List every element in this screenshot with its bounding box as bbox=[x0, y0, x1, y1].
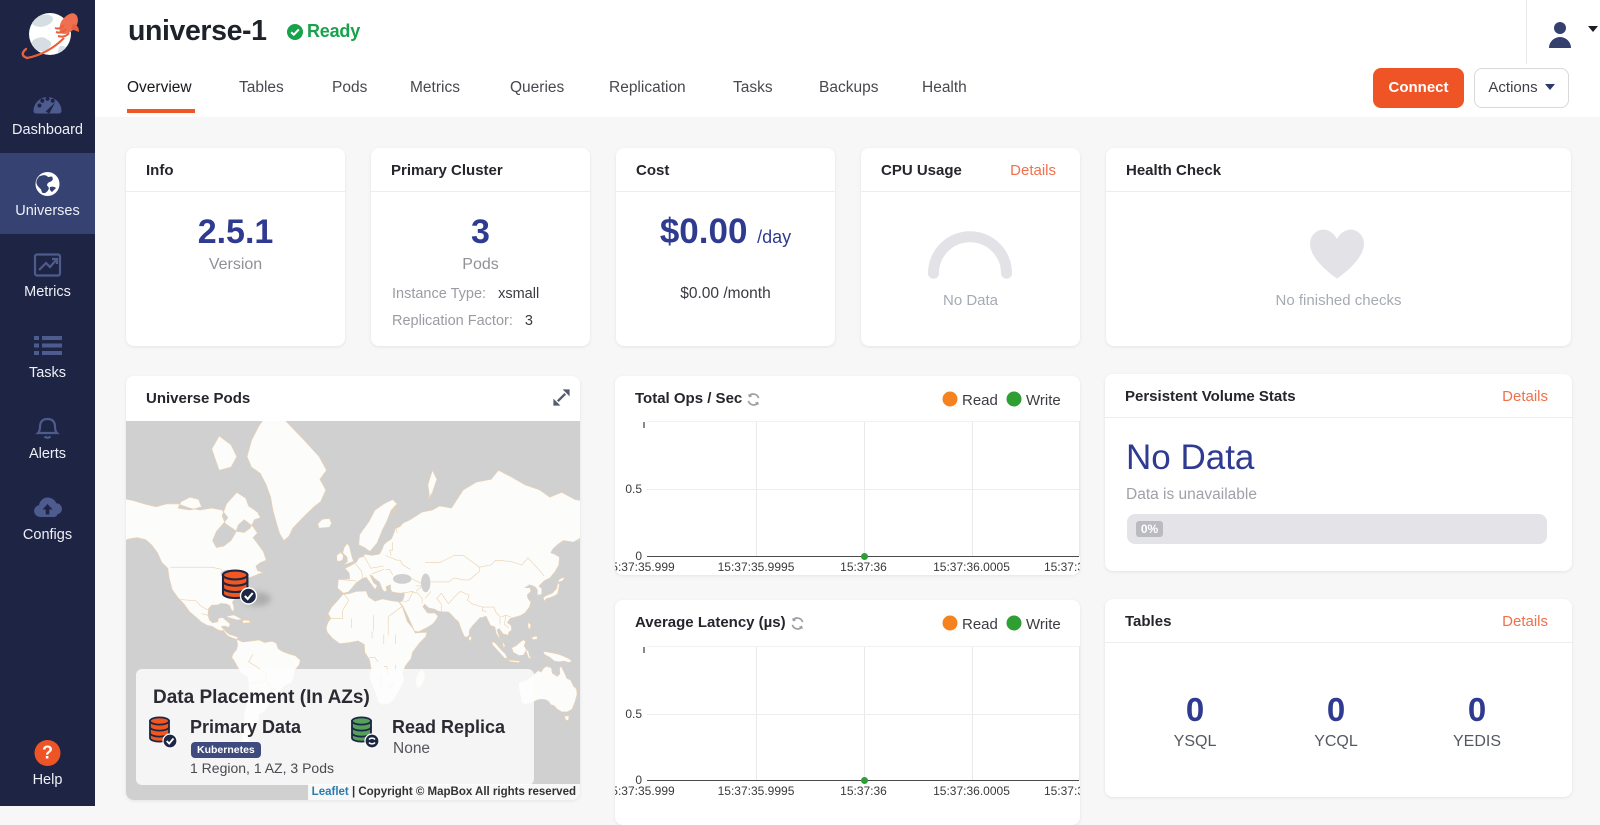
svg-text:?: ? bbox=[42, 743, 53, 763]
